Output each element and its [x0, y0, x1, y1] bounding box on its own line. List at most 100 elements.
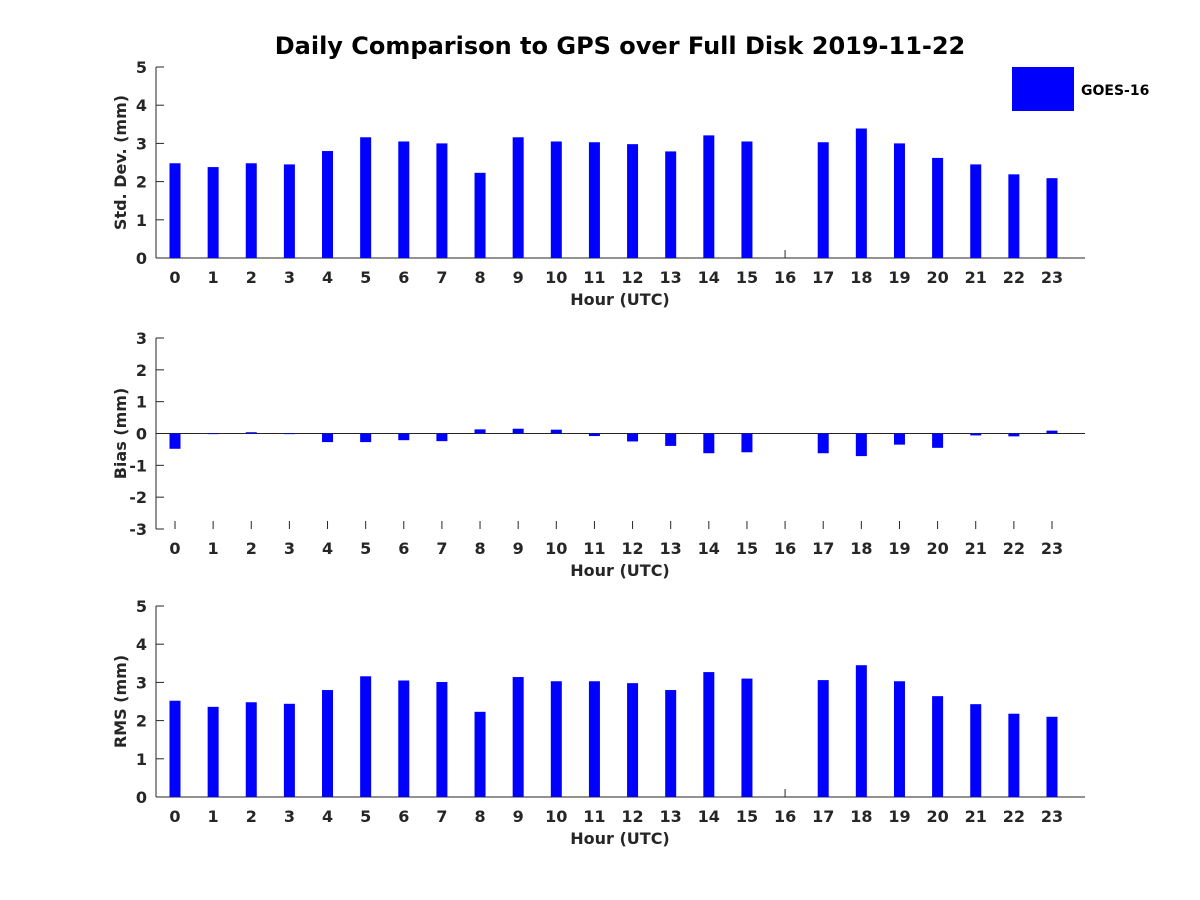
x-tick-label: 6 [398, 539, 409, 558]
y-axis-label: Std. Dev. (mm) [111, 95, 130, 230]
x-tick-label: 12 [621, 268, 643, 287]
y-tick-label: 2 [136, 173, 147, 192]
bar [512, 677, 524, 797]
y-tick-label: 3 [136, 134, 147, 153]
bar [169, 700, 181, 797]
x-tick-label: 20 [926, 807, 948, 826]
x-tick-label: 17 [812, 807, 834, 826]
x-tick-label: 13 [660, 268, 682, 287]
bar [245, 432, 257, 434]
bar [207, 167, 219, 258]
bar [474, 172, 486, 258]
x-tick-label: 1 [208, 807, 219, 826]
bar [550, 429, 562, 434]
legend-swatch [1012, 67, 1074, 111]
x-tick-label: 5 [360, 807, 371, 826]
bar [436, 143, 448, 258]
bar [398, 433, 410, 441]
x-tick-label: 2 [246, 268, 257, 287]
bar [665, 690, 677, 797]
bar [817, 680, 829, 797]
x-tick-label: 13 [660, 539, 682, 558]
bar [855, 128, 867, 258]
bar [283, 703, 295, 797]
x-tick-label: 7 [436, 539, 447, 558]
x-tick-label: 3 [284, 807, 295, 826]
x-tick-label: 14 [698, 268, 720, 287]
bar [817, 142, 829, 258]
bar [245, 163, 257, 258]
bar [245, 702, 257, 797]
x-tick-label: 5 [360, 539, 371, 558]
x-tick-label: 8 [474, 807, 485, 826]
bar [588, 681, 600, 797]
x-tick-label: 18 [850, 268, 872, 287]
x-tick-label: 15 [736, 268, 758, 287]
x-tick-label: 9 [513, 268, 524, 287]
x-tick-label: 15 [736, 539, 758, 558]
x-tick-label: 8 [474, 268, 485, 287]
x-tick-label: 22 [1003, 807, 1025, 826]
x-tick-label: 2 [246, 807, 257, 826]
x-tick-label: 21 [965, 268, 987, 287]
y-tick-label: 4 [136, 96, 147, 115]
bar [512, 428, 524, 434]
x-tick-label: 16 [774, 807, 796, 826]
bar [360, 433, 372, 443]
bar [932, 157, 944, 258]
x-tick-label: 0 [169, 807, 180, 826]
bar [932, 696, 944, 797]
x-tick-label: 3 [284, 268, 295, 287]
bar [207, 433, 219, 435]
bar [893, 681, 905, 797]
bar [322, 151, 334, 258]
bar [703, 672, 715, 797]
x-tick-label: 18 [850, 539, 872, 558]
bar [893, 143, 905, 258]
x-axis-label: Hour (UTC) [570, 829, 670, 848]
bar [169, 433, 181, 449]
bar [283, 433, 295, 435]
bar [665, 433, 677, 446]
x-tick-label: 14 [698, 807, 720, 826]
bar [665, 151, 677, 258]
y-tick-label: 3 [136, 673, 147, 692]
x-tick-label: 0 [169, 268, 180, 287]
bar [474, 711, 486, 797]
x-tick-label: 6 [398, 268, 409, 287]
x-tick-label: 12 [621, 539, 643, 558]
x-tick-label: 10 [545, 539, 567, 558]
y-tick-label: 0 [136, 249, 147, 268]
bar [436, 433, 448, 442]
bar [932, 433, 944, 448]
x-tick-label: 0 [169, 539, 180, 558]
bar [1046, 430, 1058, 434]
x-tick-label: 4 [322, 807, 333, 826]
bar [550, 141, 562, 258]
x-tick-label: 17 [812, 539, 834, 558]
x-tick-label: 1 [208, 268, 219, 287]
x-tick-label: 21 [965, 539, 987, 558]
x-tick-label: 20 [926, 268, 948, 287]
y-tick-label: 3 [136, 329, 147, 348]
bar [398, 141, 410, 258]
y-tick-label: -3 [129, 520, 147, 539]
bar [283, 164, 295, 258]
bar [207, 706, 219, 797]
x-tick-label: 2 [246, 539, 257, 558]
x-tick-label: 5 [360, 268, 371, 287]
bar [855, 665, 867, 797]
x-tick-label: 20 [926, 539, 948, 558]
legend-label: GOES-16 [1081, 83, 1149, 99]
x-tick-label: 4 [322, 539, 333, 558]
y-tick-label: 2 [136, 361, 147, 380]
y-tick-label: 2 [136, 712, 147, 731]
bar [474, 429, 486, 434]
x-tick-label: 11 [583, 539, 605, 558]
x-tick-label: 7 [436, 807, 447, 826]
x-tick-label: 9 [513, 807, 524, 826]
x-tick-label: 8 [474, 539, 485, 558]
x-tick-label: 13 [660, 807, 682, 826]
